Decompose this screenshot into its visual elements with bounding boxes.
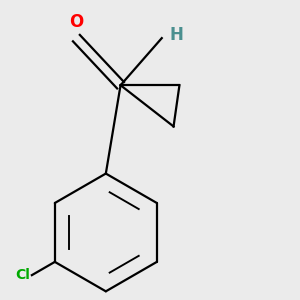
Text: Cl: Cl xyxy=(16,268,30,282)
Text: O: O xyxy=(69,13,83,31)
Text: H: H xyxy=(169,26,183,44)
